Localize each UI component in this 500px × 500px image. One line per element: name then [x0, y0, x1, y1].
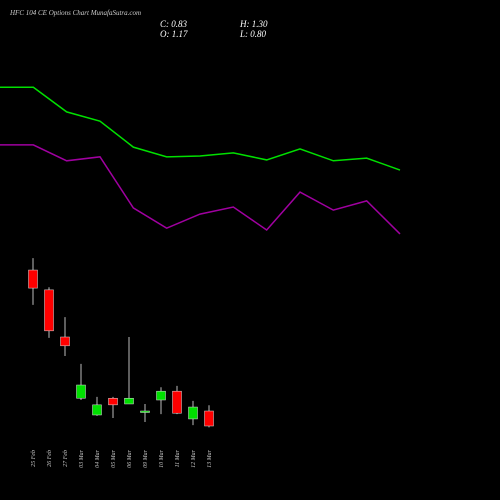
candle-body [156, 390, 166, 401]
x-tick-label: 09 Mar [143, 449, 149, 467]
line-series [0, 144, 401, 235]
x-tick-label: 03 Mar [79, 449, 85, 467]
candle-body [92, 404, 102, 416]
candle-body [188, 406, 198, 420]
candle-body [60, 336, 70, 347]
high-label: H: 1.30 [239, 19, 268, 29]
x-tick-label: 04 Mar [94, 449, 101, 467]
x-tick-label: 12 Mar [191, 449, 197, 467]
candle-body [140, 410, 150, 413]
x-tick-label: 13 Mar [207, 449, 213, 467]
x-tick-label: 10 Mar [159, 449, 165, 467]
x-tick-label: 05 Mar [111, 449, 117, 467]
open-label: O: 1.17 [160, 29, 188, 39]
x-tick-label: 26 Feb [47, 450, 53, 467]
candle-body [28, 269, 38, 289]
chart-title: HFC 104 CE Options Chart MunafaSutra.com [9, 9, 141, 17]
x-tick-label: 11 Mar [175, 449, 181, 467]
line-series [0, 86, 401, 171]
candle-body [108, 397, 118, 406]
candle-body [44, 289, 54, 332]
low-label: L: 0.80 [239, 29, 267, 39]
candle-body [76, 384, 86, 399]
x-tick-label: 06 Mar [127, 449, 133, 467]
x-tick-label: 27 Feb [63, 450, 69, 467]
candle-body [124, 397, 134, 405]
candle-body [172, 390, 182, 414]
x-tick-label: 25 Feb [31, 450, 37, 467]
close-label: C: 0.83 [160, 19, 188, 29]
candle-body [204, 410, 214, 427]
